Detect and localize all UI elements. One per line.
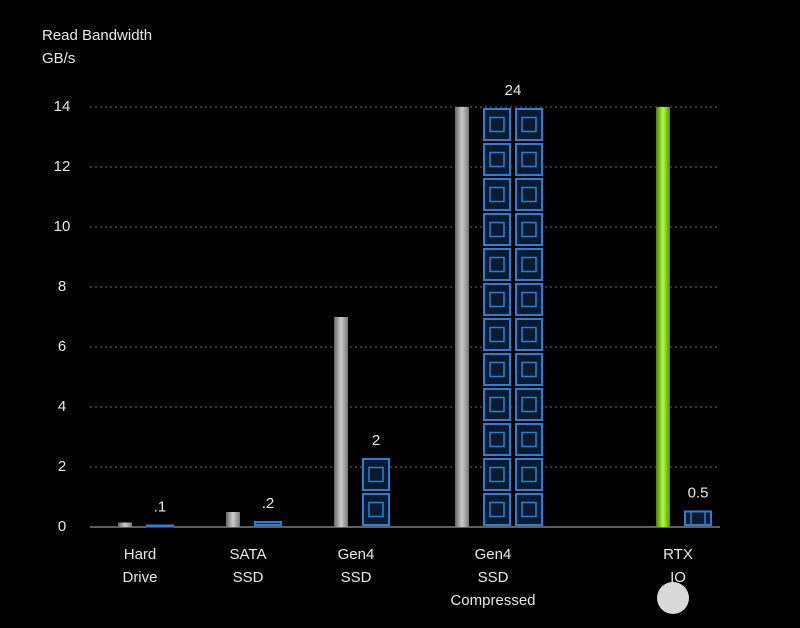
core-icon — [515, 283, 543, 316]
core-icon — [515, 388, 543, 421]
core-icon — [362, 493, 390, 526]
value-label: 24 — [505, 82, 522, 99]
core-icon-inner — [489, 431, 505, 448]
y-tick-label: 6 — [58, 338, 66, 355]
core-icon — [515, 143, 543, 176]
core-icon-inner — [489, 186, 505, 203]
value-label: .1 — [154, 498, 167, 515]
value-label: 2 — [372, 432, 380, 449]
core-icon-inner — [690, 510, 706, 526]
bar — [656, 107, 670, 527]
core-stack — [254, 521, 282, 526]
core-icon — [515, 318, 543, 351]
watermark-logo — [657, 582, 689, 614]
core-stack — [483, 108, 543, 526]
core-icon-inner — [521, 186, 537, 203]
core-icon — [483, 493, 511, 526]
core-icon — [483, 108, 511, 141]
x-tick-label: SSD — [478, 569, 509, 586]
chart-title: Read Bandwidth — [42, 27, 152, 44]
x-tick-label: Hard — [124, 546, 157, 563]
core-icon — [483, 283, 511, 316]
core-stack — [362, 458, 390, 526]
core-icon-inner — [521, 396, 537, 413]
core-icon-inner — [489, 501, 505, 518]
core-icon — [146, 524, 174, 528]
core-icon-inner — [521, 151, 537, 168]
bar — [334, 317, 348, 527]
core-icon-inner — [489, 396, 505, 413]
core-icon-inner — [489, 256, 505, 273]
core-icon-inner — [521, 116, 537, 133]
bar — [226, 512, 240, 527]
x-tick-label: Gen4 — [475, 546, 512, 563]
core-icon — [483, 213, 511, 246]
core-icon — [483, 458, 511, 491]
x-tick-label: Compressed — [450, 592, 535, 609]
core-icon-inner — [521, 221, 537, 238]
core-icon — [515, 213, 543, 246]
x-tick-label: Drive — [122, 569, 157, 586]
core-icon — [483, 248, 511, 281]
core-icon-inner — [368, 466, 384, 483]
y-tick-label: 2 — [58, 458, 66, 475]
core-icon — [515, 108, 543, 141]
core-icon-inner — [521, 291, 537, 308]
bar — [118, 522, 132, 527]
core-icon — [483, 178, 511, 211]
core-icon — [483, 353, 511, 386]
y-tick-label: 12 — [54, 158, 71, 175]
core-icon — [515, 423, 543, 456]
core-icon — [362, 458, 390, 491]
core-icon — [483, 423, 511, 456]
core-icon-inner — [489, 116, 505, 133]
core-icon-inner — [521, 501, 537, 518]
core-icon — [483, 388, 511, 421]
value-label: .2 — [262, 495, 275, 512]
axis-unit: GB/s — [42, 50, 75, 67]
core-icon — [515, 458, 543, 491]
core-icon — [483, 143, 511, 176]
x-tick-label: SSD — [341, 569, 372, 586]
core-icon-inner — [489, 221, 505, 238]
core-stack — [146, 524, 174, 528]
core-icon — [684, 510, 712, 526]
x-tick-label: Gen4 — [338, 546, 375, 563]
core-icon — [515, 493, 543, 526]
core-icon — [483, 318, 511, 351]
y-tick-label: 10 — [54, 218, 71, 235]
x-tick-label: IO — [670, 569, 686, 586]
y-tick-label: 4 — [58, 398, 66, 415]
x-tick-label: RTX — [663, 546, 693, 563]
x-tick-label: SSD — [233, 569, 264, 586]
core-icon — [515, 178, 543, 211]
y-tick-label: 8 — [58, 278, 66, 295]
core-icon-inner — [489, 466, 505, 483]
bar — [455, 107, 469, 527]
x-tick-label: SATA — [230, 546, 267, 563]
core-icon-inner — [521, 466, 537, 483]
core-icon — [515, 353, 543, 386]
core-icon-inner — [521, 361, 537, 378]
core-icon-inner — [489, 151, 505, 168]
y-tick-label: 14 — [54, 98, 71, 115]
core-icon-inner — [489, 326, 505, 343]
core-icon-inner — [368, 501, 384, 518]
y-tick-label: 0 — [58, 518, 66, 535]
core-icon-inner — [489, 361, 505, 378]
core-icon-inner — [521, 256, 537, 273]
core-icon — [254, 521, 282, 526]
core-icon-inner — [521, 431, 537, 448]
core-stack — [684, 510, 712, 526]
core-icon — [515, 248, 543, 281]
core-icon-inner — [521, 326, 537, 343]
core-icon-inner — [489, 291, 505, 308]
value-label: 0.5 — [688, 484, 709, 501]
